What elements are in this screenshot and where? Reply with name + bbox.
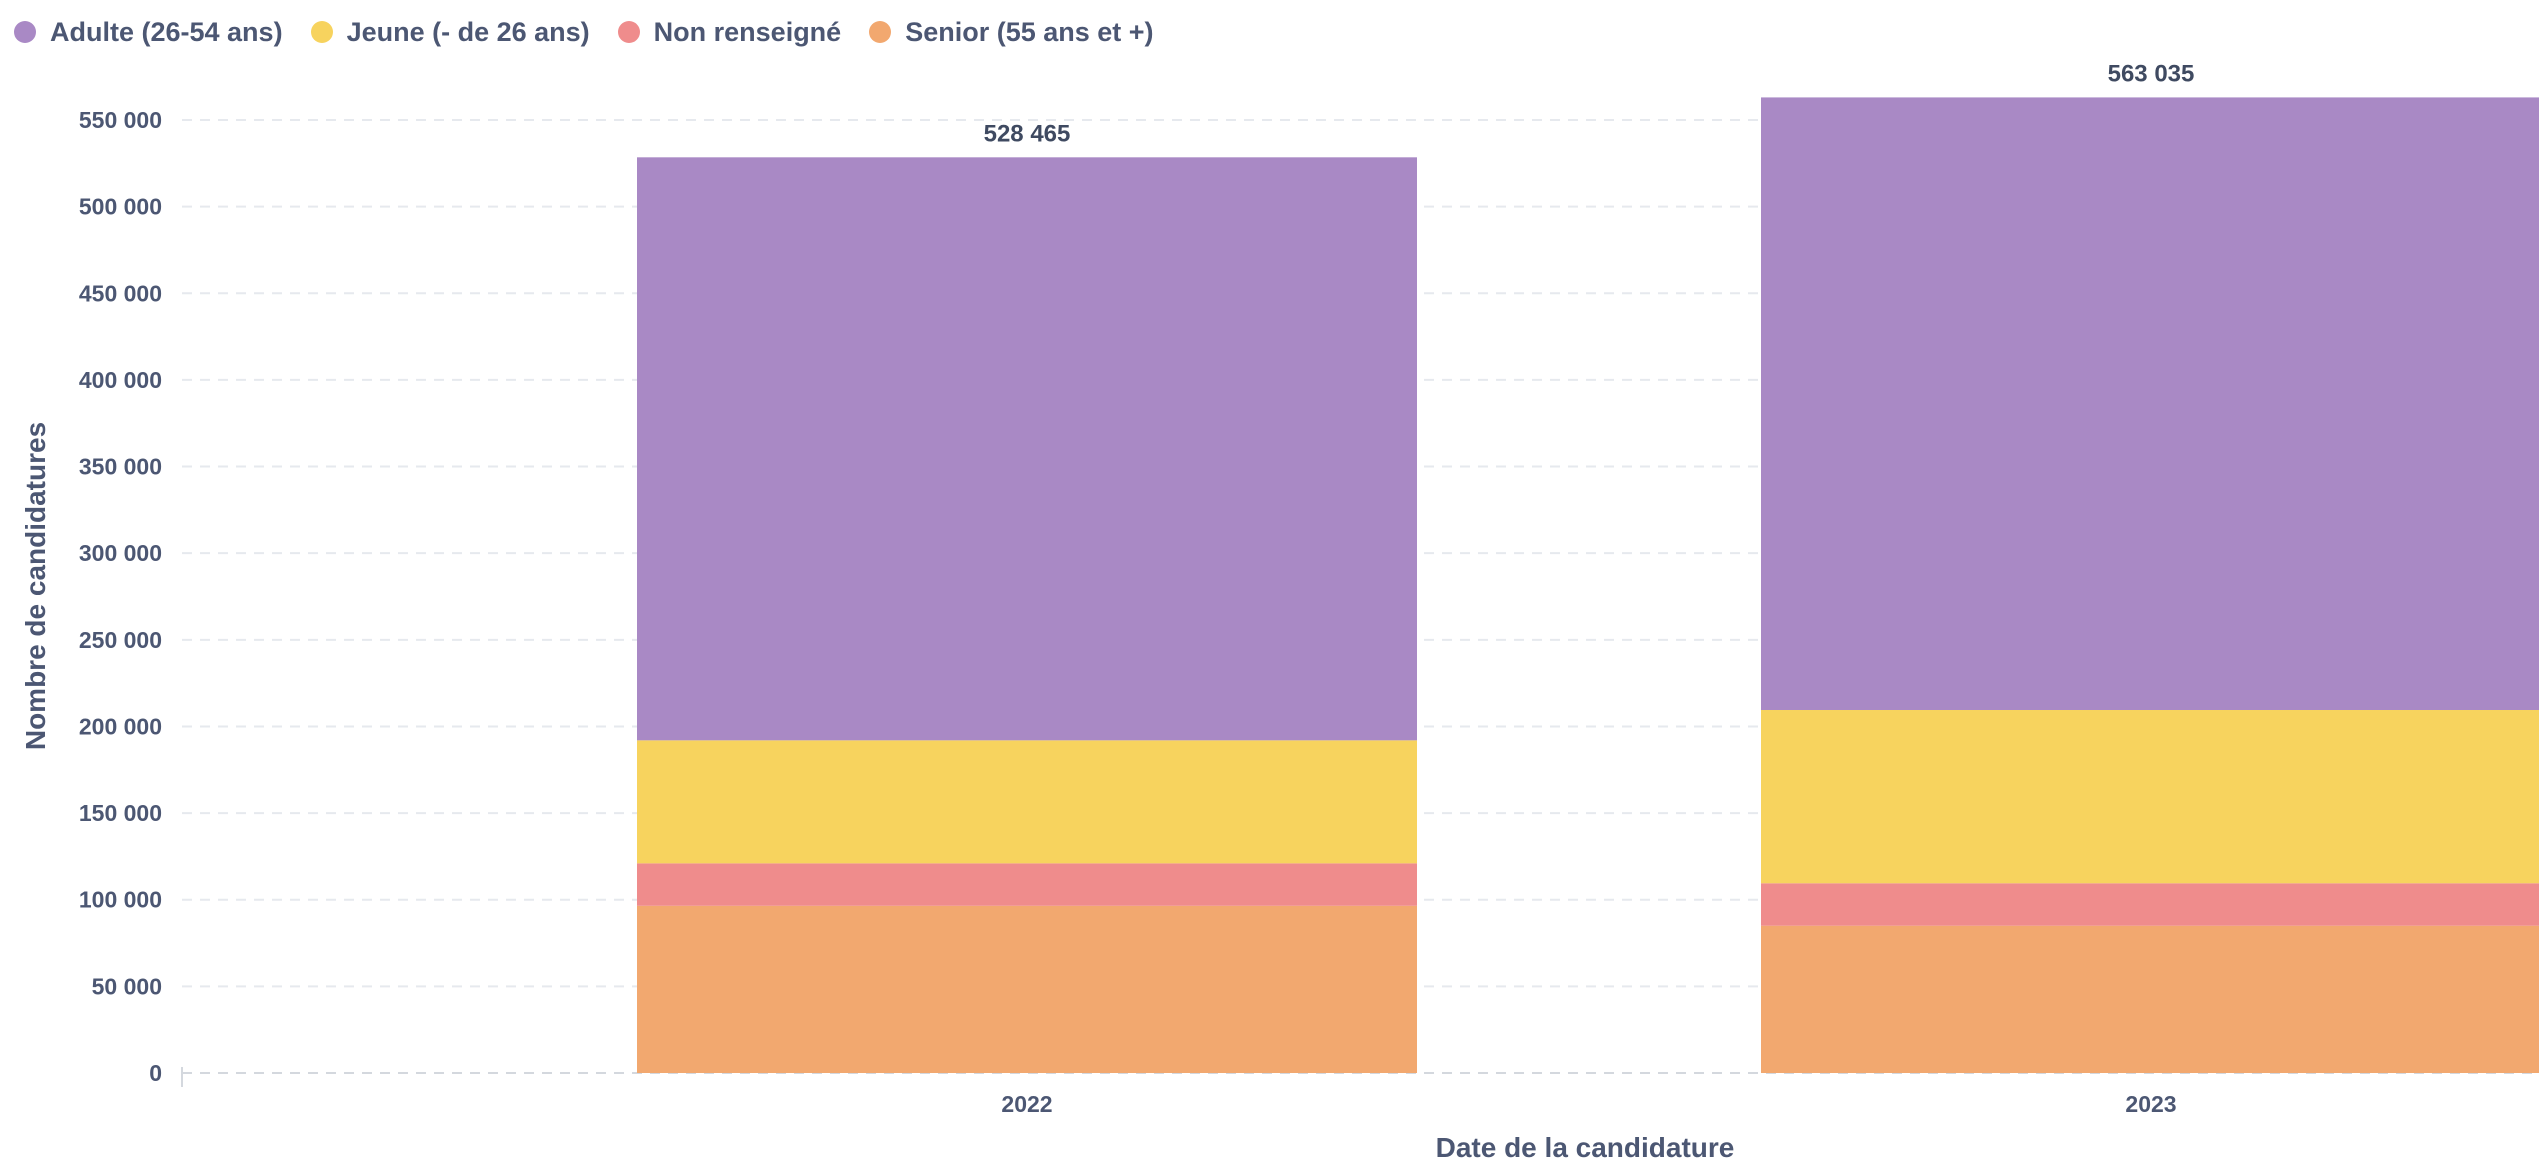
y-tick-label: 350 000 [79,454,162,480]
legend-item-senior-55-ans-et[interactable]: Senior (55 ans et +) [869,16,1154,48]
legend-item-non-renseigne[interactable]: Non renseigné [617,16,842,48]
bar-2023-adulte-26-54-ans[interactable] [1761,97,2539,710]
y-tick-label: 500 000 [79,194,162,220]
y-tick-label: 450 000 [79,280,162,306]
chart-legend: Adulte (26-54 ans) Jeune (- de 26 ans) Non… [14,10,1182,54]
y-axis-title: Nombre de candidatures [20,422,51,750]
bar-2022-non-renseigne[interactable] [637,863,1417,906]
y-tick-label: 550 000 [79,107,162,133]
y-tick-label: 150 000 [79,800,162,826]
legend-label: Non renseigné [653,16,842,47]
bar-2022-adulte-26-54-ans[interactable] [637,157,1417,741]
y-tick-label: 400 000 [79,367,162,393]
total-label-2023: 563 035 [2108,60,2195,87]
bar-2023-jeune-de-26-ans[interactable] [1761,709,2539,884]
bar-2022-senior-55-ans-et[interactable] [637,905,1417,1073]
x-tick-label: 2022 [1001,1091,1052,1117]
legend-item-jeune-de-26-ans[interactable]: Jeune (- de 26 ans) [310,16,590,48]
y-tick-label: 200 000 [79,713,162,739]
bar-2023-senior-55-ans-et[interactable] [1761,925,2539,1073]
y-tick-label: 250 000 [79,627,162,653]
bar-2022-jeune-de-26-ans[interactable] [637,740,1417,864]
y-tick-label: 300 000 [79,540,162,566]
legend-label: Jeune (- de 26 ans) [346,16,590,47]
legend-label: Adulte (26-54 ans) [50,16,283,47]
legend-swatch [617,21,640,43]
bars [637,97,2539,1073]
legend-swatch [869,21,892,43]
x-tick-label: 2023 [2125,1091,2176,1117]
legend-swatch [14,21,36,43]
total-label-2022: 528 465 [984,120,1071,147]
chart-labels: 0 50 000 100 000 150 000 200 000 250 000 300 0… [79,60,2195,1117]
y-tick-label: 50 000 [92,973,162,999]
y-tick-label: 100 000 [79,887,162,913]
legend-swatch [310,21,333,43]
y-tick-label: 0 [149,1060,162,1086]
legend-label: Senior (55 ans et +) [905,16,1154,47]
x-axis-title: Date de la candidature [1436,1132,1735,1163]
bar-2023-non-renseigne[interactable] [1761,883,2539,926]
legend-item-adulte-26-54-ans[interactable]: Adulte (26-54 ans) [14,17,283,48]
